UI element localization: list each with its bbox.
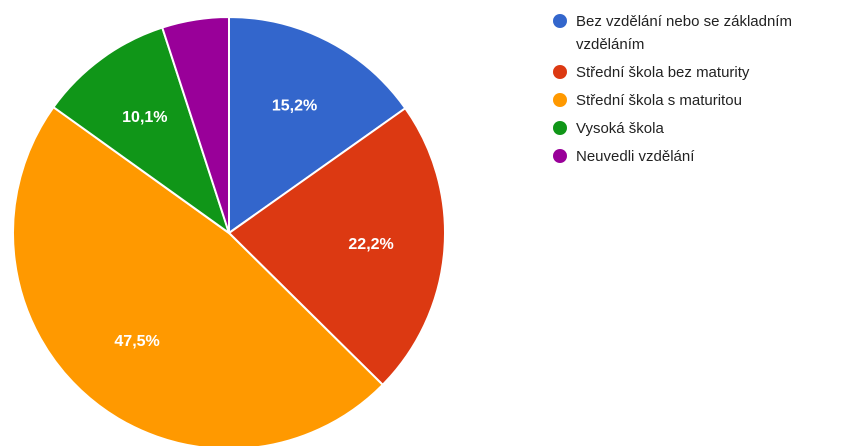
pie-slice-label-3: 10,1% [122,109,167,126]
legend-label-3: Vysoká škola [576,120,664,137]
legend-swatch-0 [553,14,567,28]
legend-label-2: Střední škola s maturitou [576,92,742,109]
legend-item-3[interactable]: Vysoká škola [553,117,851,140]
pie-slices [12,15,446,446]
pie-slice-0[interactable] [228,15,407,235]
legend-label-0: Bez vzdělání nebo se základním vzděláním [576,13,792,53]
legend-item-0[interactable]: Bez vzdělání nebo se základním vzděláním [553,10,851,56]
pie-slice-3[interactable] [52,26,231,236]
pie-slice-label-1: 22,2% [348,236,393,253]
pie-slice-1[interactable] [227,106,446,387]
pie-slice-4[interactable] [160,15,230,234]
legend-label-4: Neuvedli vzdělání [576,148,695,165]
pie-slice-label-2: 47,5% [114,333,159,350]
legend-item-1[interactable]: Střední škola bez maturity [553,61,851,84]
legend: Bez vzdělání nebo se základním vzděláním… [553,10,851,173]
legend-label-1: Střední škola bez maturity [576,64,750,81]
pie-chart: 15,2% 22,2% 47,5% 10,1% [12,15,446,446]
legend-swatch-3 [553,121,567,135]
pie-slice-2[interactable] [12,105,385,446]
legend-swatch-4 [553,149,567,163]
legend-swatch-2 [553,93,567,107]
legend-item-2[interactable]: Střední škola s maturitou [553,89,851,112]
legend-swatch-1 [553,65,567,79]
legend-item-4[interactable]: Neuvedli vzdělání [553,145,851,168]
pie-slice-label-0: 15,2% [272,98,317,115]
pie-labels: 15,2% 22,2% 47,5% 10,1% [114,98,393,351]
